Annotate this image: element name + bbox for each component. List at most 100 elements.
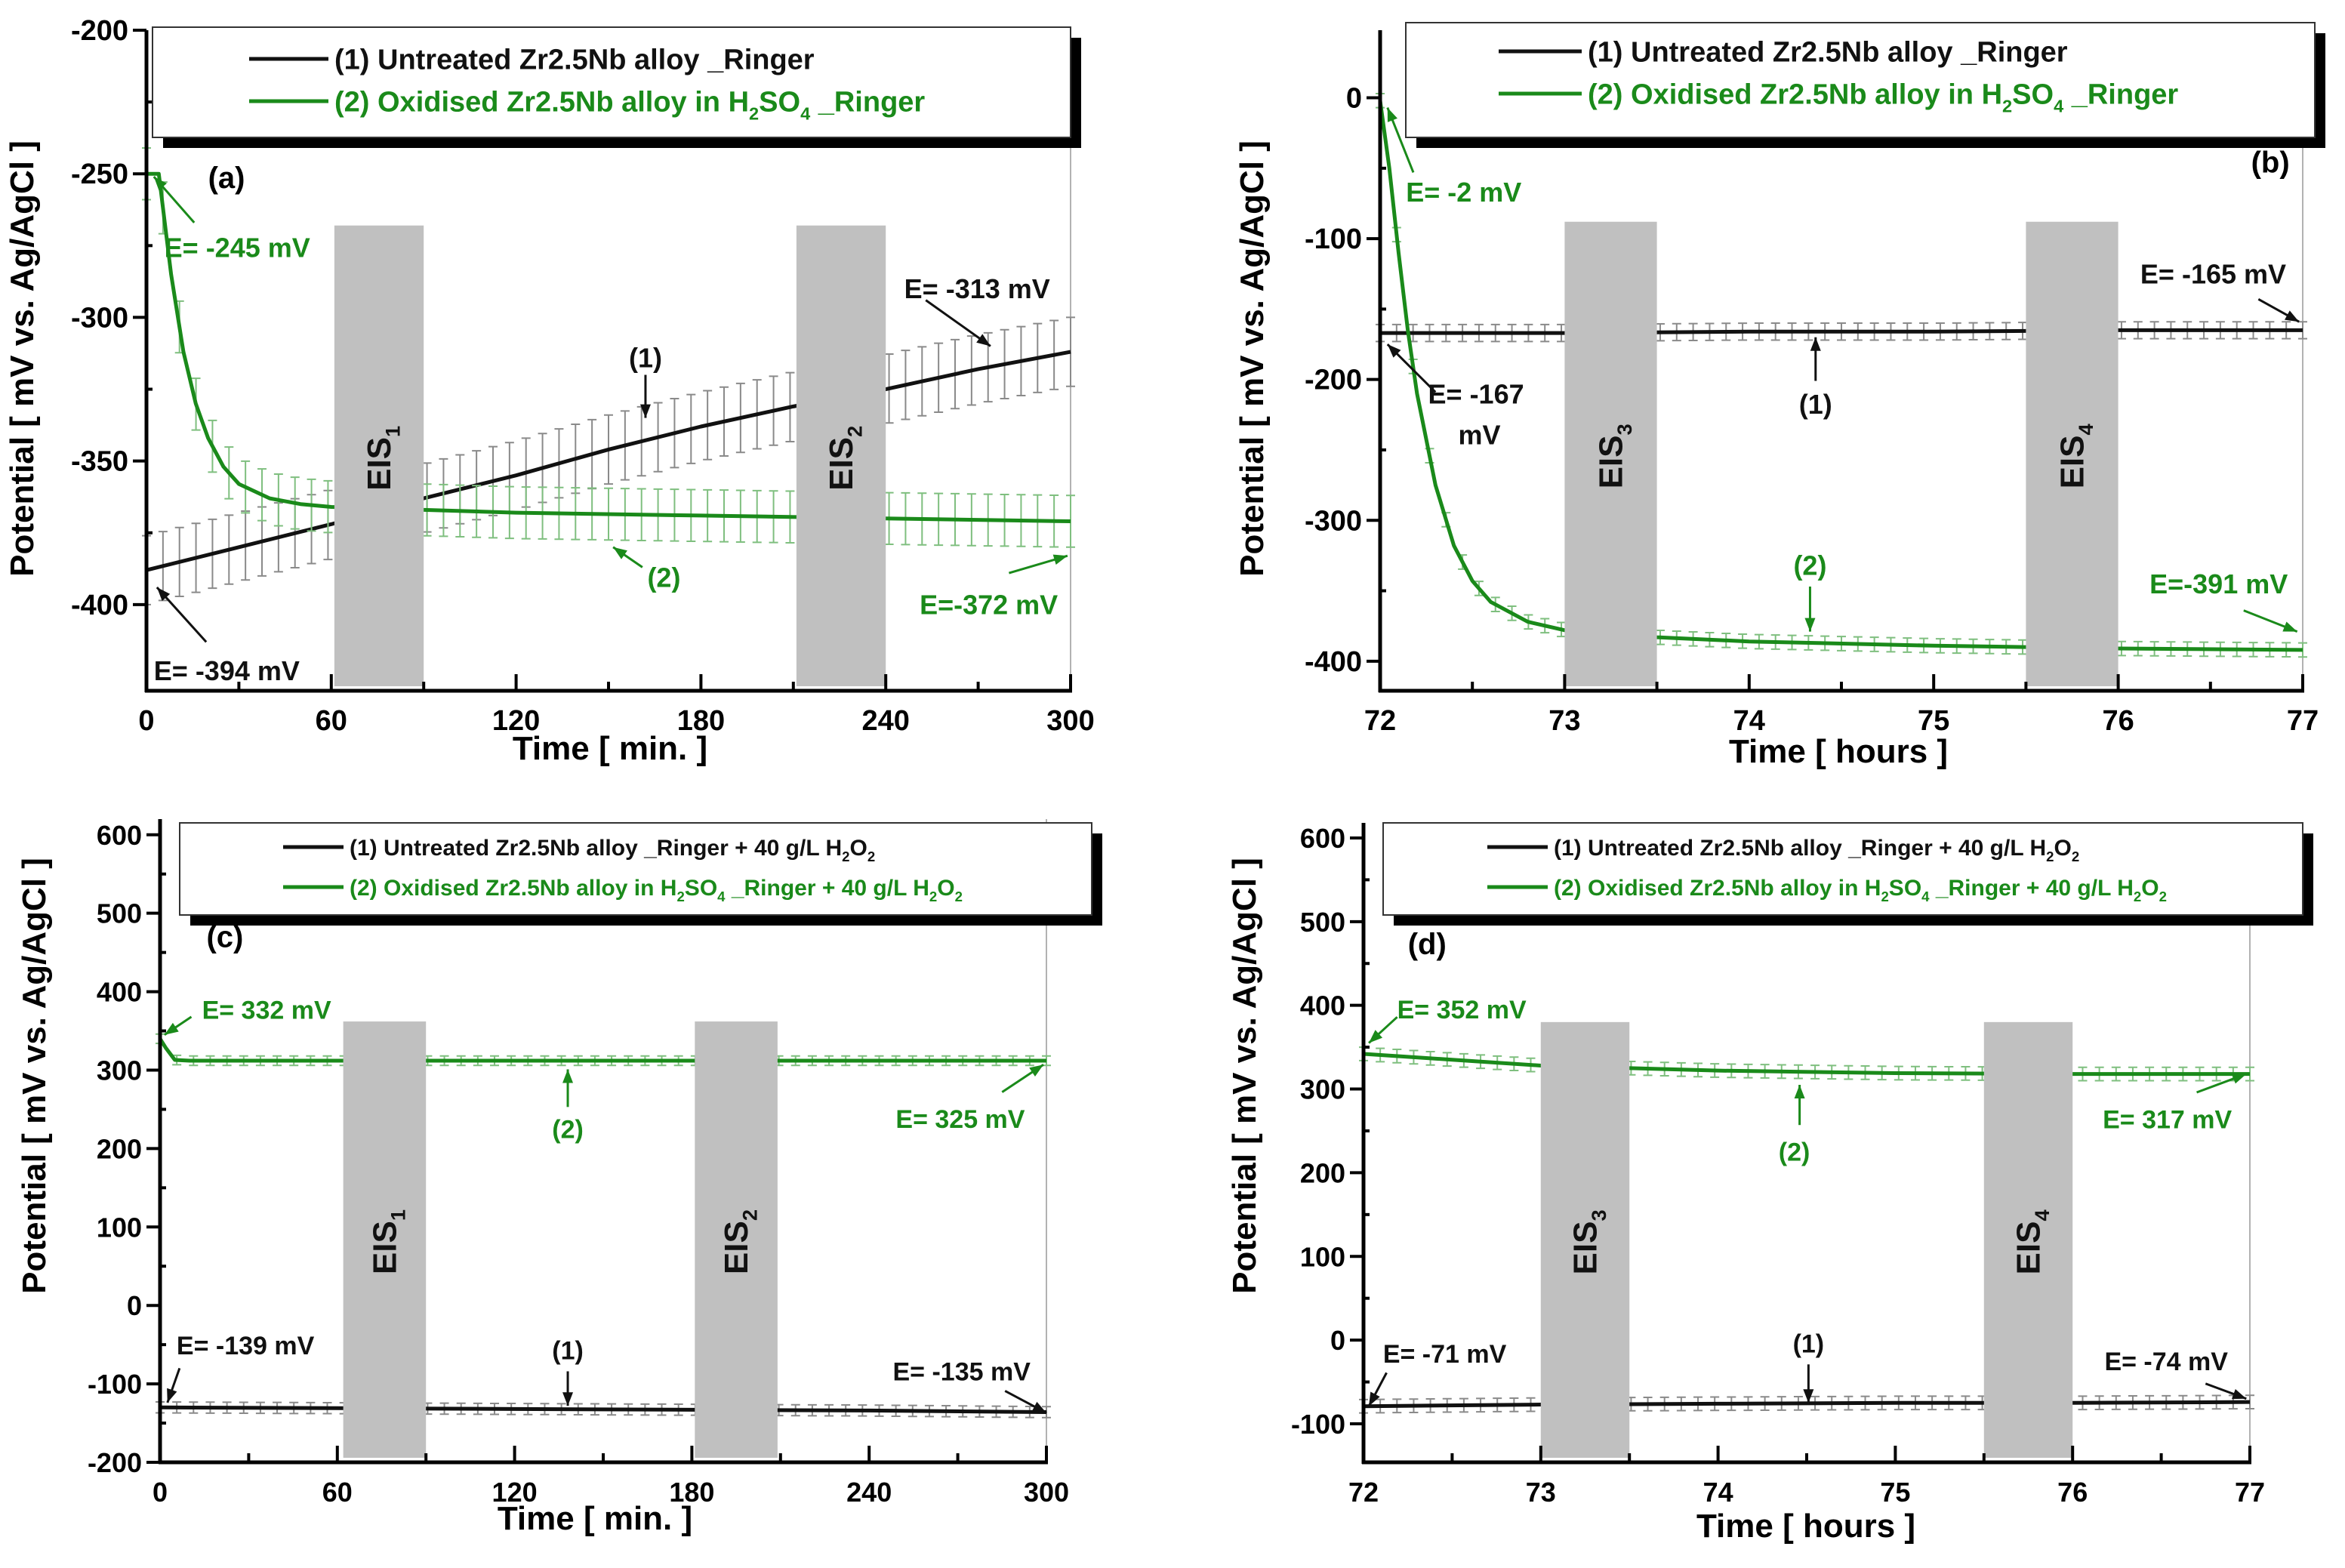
annotation-label: E= -139 mV <box>177 1332 315 1360</box>
legend-box <box>1382 822 2303 916</box>
x-tick-label: 0 <box>153 1477 168 1508</box>
annotation-label: E= 332 mV <box>202 996 331 1024</box>
x-tick-label: 0 <box>138 705 154 737</box>
arrow-head <box>976 334 991 347</box>
legend-entry-1: (1) Untreated Zr2.5Nb alloy _Ringer + 40… <box>350 836 875 864</box>
eis-label: EIS1 <box>366 1209 409 1274</box>
y-tick-label: -200 <box>1305 365 1362 396</box>
y-tick-label: 100 <box>97 1212 142 1243</box>
annotation-arrow <box>1386 343 1437 393</box>
annotation-arrow <box>562 1069 574 1107</box>
annotation-label: (1) <box>629 342 662 373</box>
annotation-label: E= -167 mV <box>1428 378 1524 450</box>
annotation-arrow <box>2257 298 2300 323</box>
annotation-arrow <box>1367 1372 1388 1407</box>
x-tick-label: 77 <box>2287 705 2319 737</box>
legend: (1) Untreated Zr2.5Nb alloy _Ringer + 40… <box>1382 822 2303 916</box>
annotation-arrow <box>1794 1085 1805 1126</box>
annotation-arrow <box>164 1015 193 1036</box>
y-tick-label: -300 <box>1305 505 1362 537</box>
y-tick-label: 200 <box>97 1133 142 1164</box>
eis-band <box>343 1021 427 1458</box>
y-tick-label: -100 <box>1305 223 1362 255</box>
y-tick-label: 500 <box>1300 907 1345 938</box>
legend-box <box>152 26 1071 138</box>
x-tick-label: 60 <box>316 705 347 737</box>
eis-band <box>695 1021 778 1458</box>
arrow-head <box>164 1022 179 1035</box>
eis-band <box>1564 221 1657 687</box>
panel-label: (d) <box>1408 928 1447 961</box>
annotation-arrow <box>2196 1073 2247 1094</box>
arrow-head <box>562 1392 574 1406</box>
annotation-arrow <box>1368 1016 1398 1044</box>
legend: (1) Untreated Zr2.5Nb alloy _Ringer + 40… <box>179 822 1092 916</box>
legend: (1) Untreated Zr2.5Nb alloy _Ringer (2) O… <box>152 26 1071 138</box>
annotation-label: E= -313 mV <box>904 273 1050 304</box>
panel-d: EIS3 EIS4 (1) Untreated Zr2.5Nb alloy _Rin… <box>1350 822 2313 1465</box>
x-tick-label: 75 <box>1880 1477 1910 1508</box>
y-tick-label: -400 <box>71 590 128 621</box>
eis-band <box>1540 1021 1630 1458</box>
eis-label: EIS3 <box>1567 1209 1610 1274</box>
y-tick-label: 600 <box>97 820 142 851</box>
x-tick-label: 120 <box>492 1477 538 1508</box>
y-axis-label: Potential [ mV vs. Ag/AgCl ] <box>16 858 53 1294</box>
y-tick-label: -100 <box>88 1369 142 1400</box>
x-axis-label: Time [ min. ] <box>498 1500 692 1537</box>
panel-label: (c) <box>206 920 243 953</box>
eis-label: EIS4 <box>2011 1209 2054 1275</box>
annotation-arrow <box>1386 107 1415 173</box>
eis-label: EIS3 <box>1593 424 1636 488</box>
x-tick-label: 300 <box>1046 705 1094 737</box>
eis-label: EIS1 <box>361 426 404 491</box>
x-tick-label: 120 <box>492 705 540 737</box>
arrow-head <box>156 587 171 602</box>
y-tick-label: -200 <box>71 15 128 47</box>
arrow-head <box>1029 1064 1044 1077</box>
arrow-head <box>1387 107 1397 122</box>
arrow-head <box>2284 310 2300 322</box>
annotation-label: E= 325 mV <box>895 1105 1025 1134</box>
legend-entry-2: (2) Oxidised Zr2.5Nb alloy in H2SO4 _Rin… <box>1588 79 2178 116</box>
arrow-head <box>153 177 167 191</box>
annotation-arrow <box>2243 609 2298 633</box>
annotation-label: E= -71 mV <box>1383 1340 1507 1369</box>
x-tick-label: 74 <box>1733 705 1765 737</box>
y-tick-label: -300 <box>71 302 128 334</box>
series-line-2 <box>158 1037 1046 1063</box>
legend-entry-2: (2) Oxidised Zr2.5Nb alloy in H2SO4 _Rin… <box>334 87 925 124</box>
annotation-arrow <box>1803 1364 1814 1403</box>
x-tick-label: 73 <box>1548 705 1580 737</box>
x-tick-label: 300 <box>1024 1477 1069 1508</box>
annotation-label: E= -2 mV <box>1406 177 1521 208</box>
annotation-label: (1) <box>552 1336 584 1365</box>
arrow-head <box>1369 1030 1383 1043</box>
eis-label: EIS2 <box>718 1209 761 1274</box>
legend-entry-2: (2) Oxidised Zr2.5Nb alloy in H2SO4 _Rin… <box>1554 876 2167 904</box>
eis-band <box>796 225 886 686</box>
annotation-arrow <box>562 1371 574 1406</box>
series-line-2 <box>1363 1052 2250 1077</box>
series-line-2 <box>146 171 1071 524</box>
legend-box <box>179 822 1092 916</box>
y-tick-label: -350 <box>71 446 128 478</box>
y-tick-label: 200 <box>1300 1157 1345 1188</box>
panel-label: (b) <box>2251 146 2290 179</box>
legend-entry-1: (1) Untreated Zr2.5Nb alloy _Ringer + 40… <box>1554 836 2079 864</box>
y-axis-label: Potential [ mV vs. Ag/AgCl ] <box>1234 140 1271 577</box>
annotation-label: (1) <box>1799 389 1832 420</box>
y-tick-label: 300 <box>1300 1074 1345 1105</box>
error-bar <box>1066 494 1075 548</box>
series-line-2 <box>1378 100 2303 652</box>
annotation-arrow <box>1001 1063 1044 1093</box>
series-line-1 <box>146 350 1071 572</box>
legend-entry-1: (1) Untreated Zr2.5Nb alloy _Ringer <box>1588 37 2068 69</box>
x-tick-label: 240 <box>846 1477 892 1508</box>
annotation-label: (2) <box>1793 550 1826 581</box>
annotation-label: (2) <box>1779 1138 1810 1167</box>
y-tick-label: -400 <box>1305 646 1362 678</box>
x-tick-label: 72 <box>1364 705 1396 737</box>
x-tick-label: 73 <box>1526 1477 1556 1508</box>
